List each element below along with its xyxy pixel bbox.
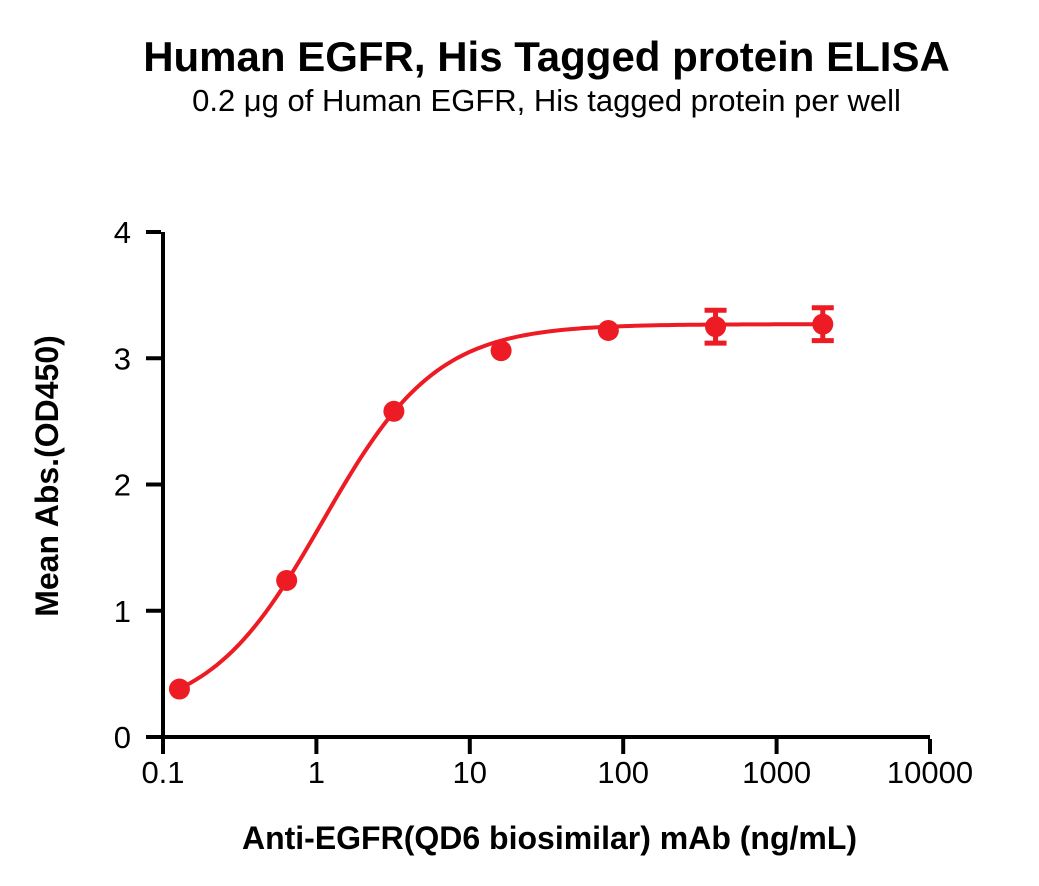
x-tick-label: 1000 bbox=[742, 755, 811, 790]
data-point bbox=[705, 316, 727, 338]
data-point bbox=[597, 319, 619, 341]
x-tick-label: 10 bbox=[453, 755, 487, 790]
axis-spine bbox=[161, 232, 930, 739]
x-tick-label: 100 bbox=[597, 755, 649, 790]
y-axis-title: Mean Abs.(OD450) bbox=[29, 335, 65, 617]
x-axis-title: Anti-EGFR(QD6 biosimilar) mAb (ng/mL) bbox=[242, 820, 857, 856]
fit-curve bbox=[177, 322, 825, 691]
data-point bbox=[276, 569, 298, 591]
chart-title: Human EGFR, His Tagged protein ELISA bbox=[143, 33, 950, 80]
y-tick-label: 1 bbox=[114, 594, 131, 629]
chart-subtitle: 0.2 μg of Human EGFR, His tagged protein… bbox=[192, 83, 901, 118]
data-point bbox=[490, 340, 512, 362]
data-point bbox=[812, 313, 834, 335]
data-point bbox=[383, 400, 405, 422]
x-tick-label: 10000 bbox=[887, 755, 973, 790]
x-tick-label: 0.1 bbox=[141, 755, 184, 790]
y-tick-label: 3 bbox=[114, 341, 131, 376]
x-tick-label: 1 bbox=[308, 755, 325, 790]
y-tick-label: 2 bbox=[114, 468, 131, 503]
y-tick-label: 4 bbox=[114, 215, 131, 250]
y-tick-label: 0 bbox=[114, 720, 131, 755]
data-point bbox=[168, 678, 190, 700]
